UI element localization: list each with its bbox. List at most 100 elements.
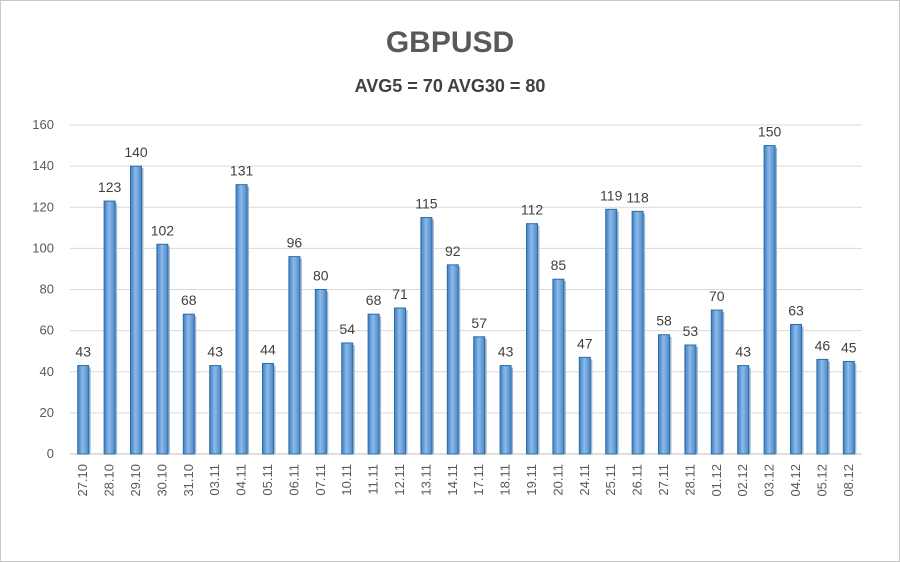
bar: [288, 256, 301, 455]
y-tick-label: 120: [32, 199, 54, 214]
bar: [658, 334, 670, 455]
x-tick-label: 08.12: [841, 464, 856, 497]
bar: [790, 323, 802, 455]
bar: [130, 165, 142, 455]
data-label: 140: [124, 144, 148, 160]
data-label: 54: [339, 321, 355, 337]
x-tick-label: 26.11: [630, 464, 645, 496]
x-tick-label: 20.11: [550, 464, 565, 496]
x-tick-label: 11.11: [366, 464, 381, 495]
bar: [605, 208, 618, 455]
y-tick-label: 160: [32, 117, 54, 132]
bar: [77, 365, 90, 455]
data-label: 43: [498, 344, 514, 360]
x-tick-label: 05.11: [260, 464, 275, 496]
chart-title: GBPUSD: [385, 26, 515, 59]
x-tick-label: 13.11: [418, 464, 433, 496]
data-label: 68: [181, 292, 197, 308]
bar: [367, 313, 380, 455]
data-label: 112: [521, 202, 544, 218]
bar: [526, 223, 538, 455]
bar: [103, 200, 116, 455]
bar: [262, 363, 274, 455]
data-label: 68: [366, 292, 382, 308]
x-tick-label: 31.10: [181, 464, 196, 497]
data-label: 43: [207, 344, 223, 360]
gridlines: [70, 124, 862, 455]
data-label: 46: [815, 337, 831, 353]
data-label: 44: [260, 342, 276, 358]
bar: [737, 365, 750, 455]
bar: [842, 360, 855, 455]
bar: [420, 217, 433, 455]
x-tick-label: 30.10: [154, 464, 169, 497]
x-tick-label: 18.11: [498, 464, 513, 496]
bar: [156, 243, 169, 455]
bar: [209, 365, 222, 455]
data-label: 53: [683, 323, 699, 339]
bar: [763, 145, 776, 455]
bar: [552, 278, 565, 455]
x-tick-label: 04.12: [788, 464, 803, 497]
data-label: 58: [656, 313, 672, 329]
x-tick-label: 27.11: [656, 464, 671, 496]
y-tick-label: 0: [47, 446, 54, 461]
x-tick-label: 05.12: [814, 464, 829, 497]
data-label: 150: [758, 124, 782, 140]
y-tick-label: 100: [32, 240, 54, 255]
data-label: 119: [600, 187, 623, 203]
x-tick-label: 28.11: [682, 464, 697, 496]
x-tick-label: 29.10: [128, 464, 143, 497]
data-label: 123: [98, 179, 122, 195]
x-tick-label: 14.11: [445, 464, 460, 496]
y-tick-label: 80: [40, 282, 54, 297]
data-label: 92: [445, 243, 461, 259]
bar: [235, 184, 248, 455]
data-label: 45: [841, 339, 857, 355]
bar: [816, 358, 829, 455]
bar: [578, 356, 591, 455]
x-tick-label: 12.11: [392, 464, 407, 496]
data-label: 118: [626, 189, 649, 205]
bar-series: [77, 145, 857, 455]
y-axis: 0 20 40 60 80 100 120 140 160: [32, 117, 54, 461]
data-labels: 43 123 140 102 68 43 131 44 96 80 54 68 71 115 92 57 43 1…: [75, 124, 856, 360]
y-tick-label: 60: [40, 323, 54, 338]
data-label: 115: [415, 196, 438, 212]
data-label: 102: [151, 222, 175, 238]
x-tick-label: 27.10: [75, 464, 90, 497]
bar: [473, 336, 486, 455]
data-label: 96: [287, 235, 303, 251]
data-label: 57: [471, 315, 487, 331]
x-tick-label: 02.12: [735, 464, 750, 497]
bar: [710, 309, 723, 455]
data-label: 131: [230, 163, 254, 179]
x-tick-label: 28.10: [102, 464, 117, 497]
bar: [631, 210, 644, 455]
bar: [394, 307, 406, 455]
x-tick-label: 24.11: [577, 464, 592, 496]
x-tick-label: 01.12: [709, 464, 724, 497]
data-label: 85: [551, 257, 567, 273]
data-label: 80: [313, 268, 329, 284]
data-label: 71: [392, 286, 408, 302]
data-label: 43: [75, 344, 91, 360]
bar: [446, 264, 459, 455]
bar: [314, 289, 327, 455]
x-tick-label: 06.11: [286, 464, 301, 496]
x-tick-label: 03.12: [762, 464, 777, 497]
x-tick-label: 19.11: [524, 464, 539, 496]
y-tick-label: 20: [40, 405, 54, 420]
x-tick-label: 10.11: [339, 464, 354, 496]
data-label: 43: [735, 344, 751, 360]
chart-subtitle: AVG5 = 70 AVG30 = 80: [354, 76, 546, 96]
bar: [182, 313, 195, 455]
x-tick-label: 17.11: [471, 464, 486, 496]
data-label: 70: [709, 288, 725, 304]
x-tick-label: 03.11: [207, 464, 222, 496]
x-tick-label: 25.11: [603, 464, 618, 496]
y-tick-label: 40: [40, 364, 54, 379]
x-tick-label: 07.11: [313, 464, 328, 496]
data-label: 47: [577, 335, 593, 351]
